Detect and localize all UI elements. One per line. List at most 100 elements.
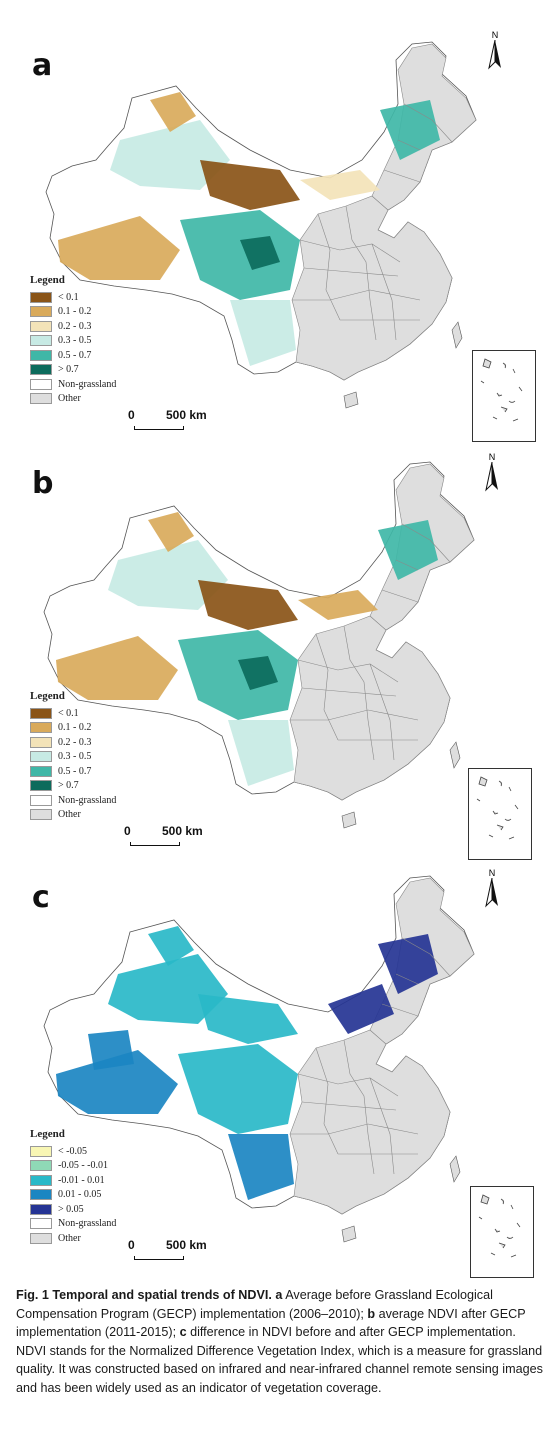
grassland-region xyxy=(378,520,438,580)
map-panel-a: a N Legend < 0.1 0.1 - 0.2 0.2 - 0.3 0.3 - … xyxy=(0,0,558,442)
legend-label: < -0.05 xyxy=(58,1145,87,1157)
legend-swatch xyxy=(30,1232,52,1244)
north-arrow: N xyxy=(484,868,500,910)
island-taiwan xyxy=(449,1155,461,1183)
legend-items: < -0.05 -0.05 - -0.01 -0.01 - 0.01 0.01 - 0… xyxy=(30,1144,116,1246)
legend-swatch xyxy=(30,765,52,777)
province-border xyxy=(369,1077,395,1175)
north-arrow: N xyxy=(487,30,503,72)
legend-item: > 0.7 xyxy=(30,779,116,794)
legend-item: 0.01 - 0.05 xyxy=(30,1188,116,1203)
north-label: N xyxy=(491,30,499,40)
legend-label: -0.05 - -0.01 xyxy=(58,1160,108,1172)
caption-letter-a: a xyxy=(275,1288,283,1302)
province-border xyxy=(290,709,419,721)
panel-letter: c xyxy=(32,880,50,915)
legend-swatch xyxy=(30,707,52,719)
province-border xyxy=(369,663,395,761)
legend-item: Non-grassland xyxy=(30,793,116,808)
scale-line xyxy=(130,842,180,846)
scale-distance: 500 km xyxy=(166,408,207,422)
province-border xyxy=(397,103,453,151)
scale-zero: 0 xyxy=(128,408,135,422)
legend-label: -0.01 - 0.01 xyxy=(58,1174,105,1186)
legend-item: 0.3 - 0.5 xyxy=(30,334,116,349)
legend-label: 0.1 - 0.2 xyxy=(58,722,92,734)
legend-swatch xyxy=(30,722,52,734)
legend-swatch xyxy=(30,751,52,763)
grassland-region xyxy=(148,512,194,552)
map-panel-c: c N Legend < -0.05 -0.05 - -0.01 -0.01 - 0… xyxy=(0,860,558,1280)
legend-item: 0.2 - 0.3 xyxy=(30,735,116,750)
legend-title: Legend xyxy=(30,690,65,702)
map-legend: Legend < 0.1 0.1 - 0.2 0.2 - 0.3 0.3 - 0.5 0… xyxy=(30,690,116,822)
caption-text-b: average NDVI after GECP implementation (… xyxy=(16,1306,526,1340)
north-label: N xyxy=(488,868,496,878)
legend-label: 0.5 - 0.7 xyxy=(58,765,92,777)
grassland-region xyxy=(198,994,298,1044)
legend-item: < -0.05 xyxy=(30,1144,116,1159)
province-border xyxy=(297,659,399,683)
grassland-region xyxy=(230,300,296,366)
map-legend: Legend < -0.05 -0.05 - -0.01 -0.01 - 0.01 0… xyxy=(30,1128,116,1246)
island-hainan xyxy=(343,391,359,409)
legend-label: > 0.7 xyxy=(58,364,79,376)
legend-label: Non-grassland xyxy=(58,794,117,806)
legend-swatch xyxy=(30,1145,52,1157)
island-taiwan xyxy=(449,741,461,769)
grassland-region xyxy=(238,656,278,690)
island-taiwan xyxy=(451,321,463,349)
province-border xyxy=(395,523,451,571)
china-map xyxy=(45,41,477,409)
north-arrow: N xyxy=(484,452,500,494)
legend-label: 0.01 - 0.05 xyxy=(58,1189,102,1201)
legend-item: Non-grassland xyxy=(30,377,116,392)
legend-label: 0.2 - 0.3 xyxy=(58,736,92,748)
grassland-region xyxy=(178,1044,298,1134)
caption-fig-label: Fig. 1 Temporal and spatial trends of ND… xyxy=(16,1288,272,1302)
province-border xyxy=(381,1003,419,1017)
legend-items: < 0.1 0.1 - 0.2 0.2 - 0.3 0.3 - 0.5 0.5 - 0.… xyxy=(30,706,116,822)
legend-item: 0.2 - 0.3 xyxy=(30,319,116,334)
inset-map xyxy=(476,776,519,840)
legend-item: Other xyxy=(30,808,116,823)
grassland-region xyxy=(56,1050,178,1114)
legend-item: < 0.1 xyxy=(30,290,116,305)
legend-swatch xyxy=(30,306,52,318)
north-arrow-icon xyxy=(488,39,501,70)
legend-swatch xyxy=(30,393,52,405)
legend-items: < 0.1 0.1 - 0.2 0.2 - 0.3 0.3 - 0.5 0.5 - 0.… xyxy=(30,290,116,406)
legend-label: Non-grassland xyxy=(58,378,117,390)
map-panel-b: b N Legend < 0.1 0.1 - 0.2 0.2 - 0.3 0.3 - … xyxy=(0,440,558,860)
legend-label: 0.3 - 0.5 xyxy=(58,335,92,347)
country-outline xyxy=(43,461,475,829)
legend-label: 0.5 - 0.7 xyxy=(58,349,92,361)
south-china-sea-inset xyxy=(468,768,532,860)
legend-swatch xyxy=(30,335,52,347)
grassland-region xyxy=(240,236,280,270)
legend-item: 0.1 - 0.2 xyxy=(30,305,116,320)
grassland-region xyxy=(148,926,194,966)
inset-map xyxy=(478,1194,521,1258)
panel-letter: b xyxy=(32,466,54,501)
legend-swatch xyxy=(30,291,52,303)
legend-item: 0.5 - 0.7 xyxy=(30,764,116,779)
legend-swatch xyxy=(30,809,52,821)
legend-item: < 0.1 xyxy=(30,706,116,721)
province-border xyxy=(297,1073,399,1097)
legend-label: 0.3 - 0.5 xyxy=(58,751,92,763)
grassland-region xyxy=(200,160,300,210)
grassland-region xyxy=(328,984,394,1034)
province-border xyxy=(395,937,451,985)
province-border xyxy=(383,169,421,183)
inset-map xyxy=(480,358,523,422)
grassland-region xyxy=(110,120,230,190)
legend-swatch xyxy=(30,1203,52,1215)
north-arrow-icon xyxy=(485,461,498,492)
legend-item: 0.3 - 0.5 xyxy=(30,750,116,765)
legend-label: 0.1 - 0.2 xyxy=(58,306,92,318)
grassland-region xyxy=(300,170,380,200)
grassland-region xyxy=(228,1134,294,1200)
legend-swatch xyxy=(30,1218,52,1230)
grassland-region xyxy=(88,1030,134,1070)
